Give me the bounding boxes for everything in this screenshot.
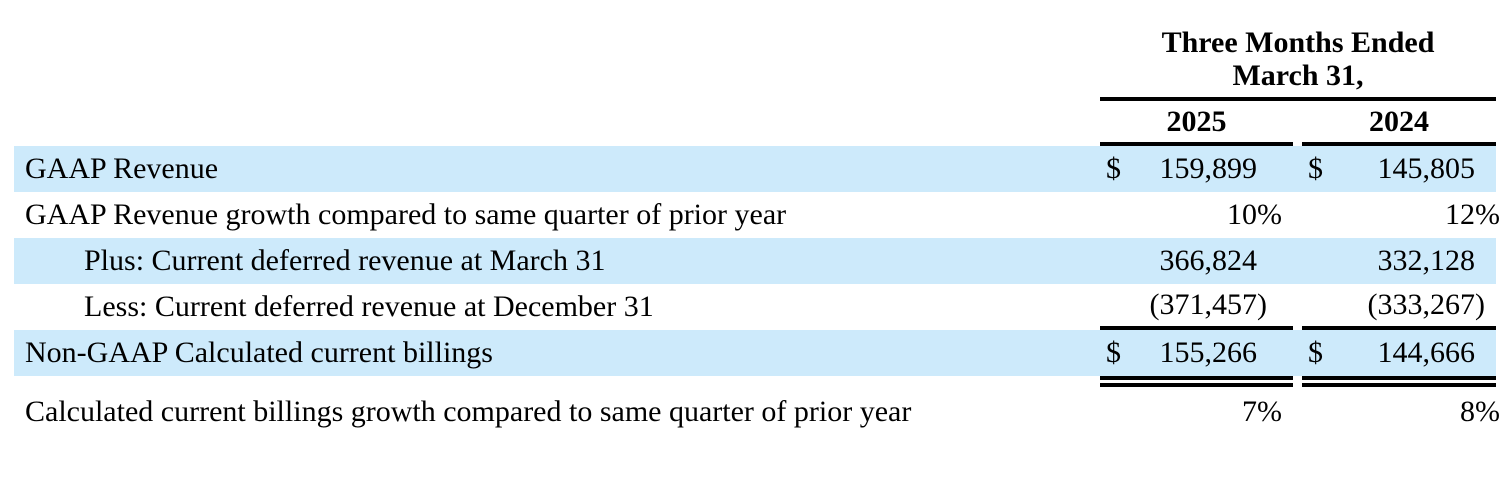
value-cell-2024: 8%	[1302, 389, 1500, 435]
value-2024: 145,805	[1377, 152, 1476, 185]
column-gap	[1293, 330, 1302, 376]
value-cell-2025: 7%	[1100, 389, 1293, 435]
row-label: Plus: Current deferred revenue at March …	[84, 244, 606, 277]
currency-symbol: $	[1106, 152, 1121, 185]
value-2025: (371,457)	[1149, 288, 1268, 321]
value-cell-2024: (333,267)	[1302, 284, 1496, 330]
value-cell-2025: $ 159,899	[1100, 146, 1293, 192]
table-row-gaap-revenue: GAAP Revenue $ 159,899 $ 145,805	[14, 146, 1496, 192]
period-header-line1: Three Months Ended	[1161, 26, 1435, 59]
value-cell-2025: 366,824	[1100, 238, 1293, 284]
value-cell-2024: $ 144,666	[1302, 330, 1496, 376]
value-cell-2024: 332,128	[1302, 238, 1496, 284]
label-column-spacer	[14, 376, 1100, 389]
table-row-gaap-revenue-growth: GAAP Revenue growth compared to same qua…	[14, 192, 1500, 238]
value-cell-2024: 12%	[1302, 192, 1500, 238]
billings-reconciliation-table: Three Months Ended March 31, 2025 2024 G…	[14, 26, 1500, 435]
value-2024: 8%	[1460, 395, 1500, 428]
currency-symbol: $	[1106, 336, 1121, 369]
value-cell-2025: 10%	[1100, 192, 1293, 238]
value-2025: 155,266	[1159, 336, 1258, 369]
column-gap	[1293, 238, 1302, 284]
currency-symbol: $	[1308, 152, 1323, 185]
table-row-calculated-billings-growth: Calculated current billings growth compa…	[14, 389, 1500, 435]
row-label: Non-GAAP Calculated current billings	[25, 336, 493, 369]
currency-symbol: $	[1308, 336, 1323, 369]
double-rule-2024	[1302, 376, 1496, 389]
row-label: GAAP Revenue growth compared to same qua…	[25, 198, 787, 231]
table-row-less-deferred-revenue: Less: Current deferred revenue at Decemb…	[14, 284, 1496, 330]
double-rule-row	[14, 376, 1496, 389]
value-2024: 12%	[1445, 198, 1500, 231]
column-gap	[1293, 376, 1302, 389]
value-2025: 10%	[1227, 198, 1282, 231]
value-2024: 332,128	[1377, 244, 1476, 277]
value-cell-2025: (371,457)	[1100, 284, 1293, 330]
value-2025: 366,824	[1159, 244, 1258, 277]
value-2024: 144,666	[1377, 336, 1476, 369]
value-2025: 159,899	[1159, 152, 1258, 185]
value-cell-2025: $ 155,266	[1100, 330, 1293, 376]
column-gap	[1293, 284, 1302, 330]
period-header-line2: March 31,	[1232, 59, 1364, 92]
column-gap	[1293, 146, 1302, 192]
table-row-non-gaap-calculated-billings: Non-GAAP Calculated current billings $ 1…	[14, 330, 1496, 376]
value-2024: (333,267)	[1367, 288, 1486, 321]
value-cell-2024: $ 145,805	[1302, 146, 1496, 192]
row-label: Calculated current billings growth compa…	[25, 395, 912, 428]
column-header-2025: 2025	[1100, 101, 1293, 146]
double-rule-2025	[1100, 376, 1293, 389]
column-header-2024: 2024	[1302, 101, 1496, 146]
period-header: Three Months Ended March 31,	[1100, 26, 1496, 101]
table-row-plus-deferred-revenue: Plus: Current deferred revenue at March …	[14, 238, 1496, 284]
row-label: GAAP Revenue	[25, 152, 219, 185]
label-column-spacer	[14, 101, 1100, 146]
column-gap	[1293, 389, 1302, 435]
year-header-row: 2025 2024	[14, 101, 1496, 146]
column-gap	[1293, 101, 1302, 146]
row-label: Less: Current deferred revenue at Decemb…	[84, 290, 654, 323]
column-gap	[1293, 192, 1302, 238]
value-2025: 7%	[1242, 395, 1282, 428]
